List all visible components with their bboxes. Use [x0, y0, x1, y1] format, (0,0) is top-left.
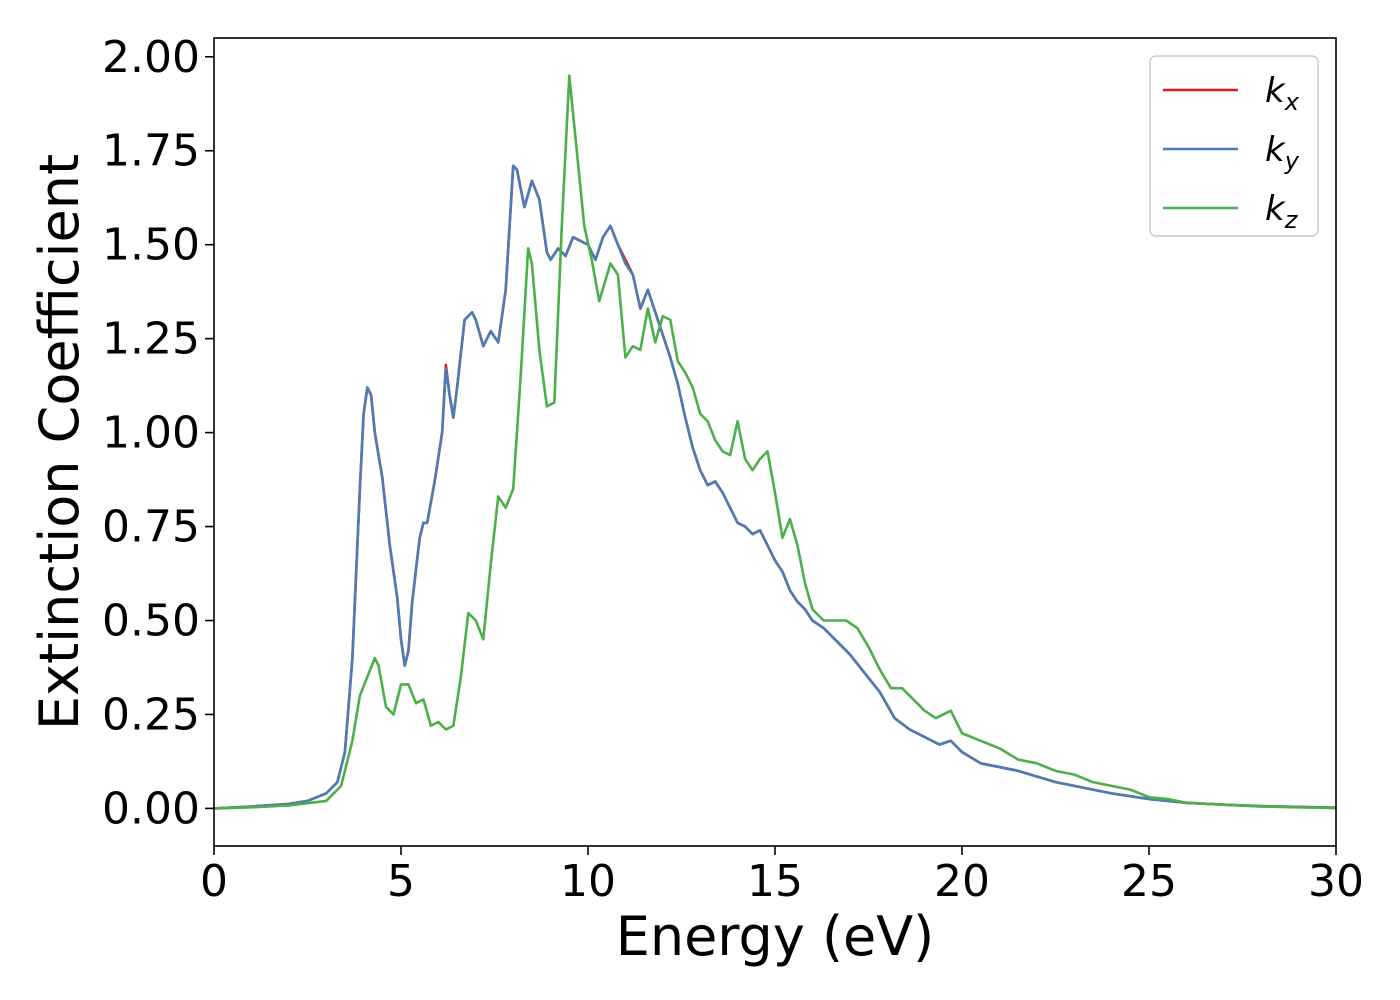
x-tick-label: 15: [747, 856, 803, 907]
series-line-z: [214, 74, 1336, 810]
y-tick-label: 0.00: [102, 783, 200, 834]
x-tick-label: 30: [1308, 856, 1364, 907]
legend-label-y: ky: [1265, 130, 1300, 175]
x-tick-label: 20: [934, 856, 990, 907]
series-layer: [214, 74, 1336, 810]
legend-label-subscript: y: [1284, 147, 1300, 175]
legend-label-x: kx: [1265, 71, 1300, 116]
series-line-y: [214, 164, 1336, 810]
legend-label-main: k: [1265, 71, 1286, 111]
legend-label-main: k: [1265, 130, 1286, 170]
x-tick-label: 10: [560, 856, 616, 907]
y-axis-label: Extinction Coefficient: [28, 154, 91, 730]
y-tick-label: 1.25: [102, 314, 200, 365]
legend-label-subscript: x: [1284, 88, 1300, 116]
x-tick-label: 5: [387, 856, 415, 907]
legend-label-z: kz: [1265, 189, 1299, 234]
legend-label-main: k: [1265, 189, 1286, 229]
axis-ticks: 0 5 10 15 20 25 30 0.00 0.25 0.50 0.75 1.00 1.25 1.50…: [102, 32, 1364, 907]
legend-label-subscript: z: [1284, 206, 1299, 234]
y-tick-label: 1.50: [102, 220, 200, 271]
legend-box: [1149, 55, 1319, 237]
y-tick-label: 1.00: [102, 408, 200, 459]
y-tick-label: 1.75: [102, 126, 200, 177]
y-tick-label: 0.50: [102, 596, 200, 647]
x-axis-label: Energy (eV): [616, 905, 935, 968]
y-tick-label: 0.75: [102, 502, 200, 553]
x-tick-label: 0: [200, 856, 228, 907]
x-tick-label: 25: [1121, 856, 1177, 907]
y-tick-label: 2.00: [102, 32, 200, 83]
y-tick-label: 0.25: [102, 689, 200, 740]
